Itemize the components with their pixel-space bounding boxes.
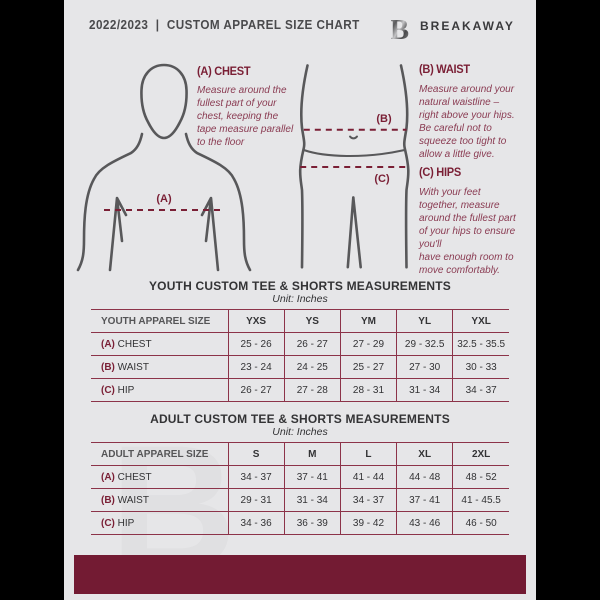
svg-text:(A): (A) [156,193,172,205]
svg-text:(C): (C) [374,173,390,185]
svg-text:(B): (B) [376,113,392,125]
